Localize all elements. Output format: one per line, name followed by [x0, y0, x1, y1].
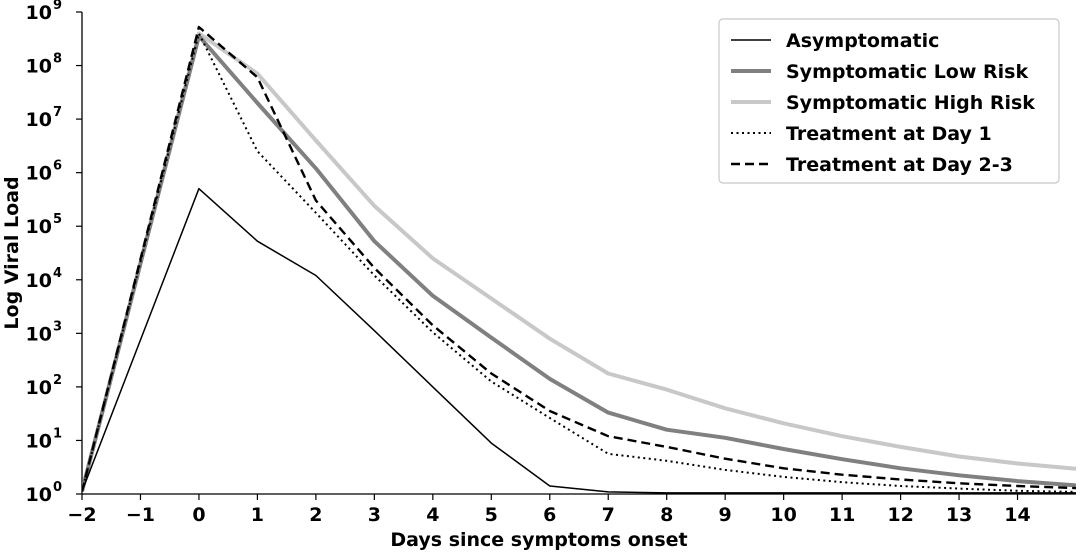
legend-label: Asymptomatic [786, 30, 939, 52]
series-line-treatment-at-day-2-3 [82, 25, 1076, 492]
y-tick-label: 10 [26, 216, 52, 238]
x-tick-label: 6 [543, 504, 556, 526]
series-line-asymptomatic [82, 187, 1076, 494]
y-tick-exponent: 0 [53, 480, 62, 495]
legend-label: Symptomatic Low Risk [786, 61, 1028, 83]
y-tick-exponent: 6 [53, 159, 62, 174]
x-tick-label: 5 [485, 504, 498, 526]
x-tick-label: 10 [770, 504, 796, 526]
x-axis-title: Days since symptoms onset [390, 529, 687, 551]
y-tick-label: 10 [26, 323, 52, 345]
y-tick-exponent: 7 [53, 105, 62, 120]
x-tick-label: −1 [126, 504, 155, 526]
x-tick-label: 4 [426, 504, 439, 526]
x-tick-label: 13 [946, 504, 972, 526]
y-axis-title: Log Viral Load [1, 176, 23, 329]
y-tick-exponent: 1 [53, 426, 62, 441]
y-tick-label: 10 [26, 163, 52, 185]
series-lines [82, 25, 1076, 494]
x-tick-label: 12 [887, 504, 913, 526]
y-tick-exponent: 9 [53, 0, 62, 13]
y-tick-exponent: 4 [53, 266, 62, 281]
legend-box [718, 18, 1060, 184]
x-tick-label: 1 [251, 504, 264, 526]
series-line-symptomatic-low-risk [82, 34, 1076, 492]
series-line-treatment-at-day-1 [82, 32, 1076, 493]
y-tick-exponent: 2 [53, 373, 62, 388]
x-tick-label: 11 [829, 504, 855, 526]
x-tick-label: 7 [602, 504, 615, 526]
x-tick-label: 2 [309, 504, 322, 526]
y-tick-label: 10 [26, 56, 52, 78]
y-tick-label: 10 [26, 109, 52, 131]
series-line-symptomatic-high-risk [82, 31, 1076, 492]
x-tick-label: 0 [192, 504, 205, 526]
x-tick-label: 14 [1004, 504, 1030, 526]
legend-label: Treatment at Day 2-3 [786, 154, 1013, 176]
legend-label: Symptomatic High Risk [786, 92, 1035, 114]
y-tick-exponent: 5 [53, 212, 62, 227]
x-tick-label: 9 [719, 504, 732, 526]
x-tick-label: 3 [368, 504, 381, 526]
x-tick-label: −2 [67, 504, 96, 526]
y-tick-exponent: 8 [53, 52, 62, 67]
legend: Asymptomatic Symptomatic Low Risk Symptoma… [718, 18, 1060, 184]
x-tick-label: 8 [660, 504, 673, 526]
legend-label: Treatment at Day 1 [786, 123, 992, 145]
y-tick-exponent: 3 [53, 319, 62, 334]
y-tick-label: 10 [26, 377, 52, 399]
y-tick-label: 10 [26, 430, 52, 452]
y-tick-label: 10 [26, 2, 52, 24]
y-tick-label: 10 [26, 484, 52, 506]
y-tick-label: 10 [26, 270, 52, 292]
